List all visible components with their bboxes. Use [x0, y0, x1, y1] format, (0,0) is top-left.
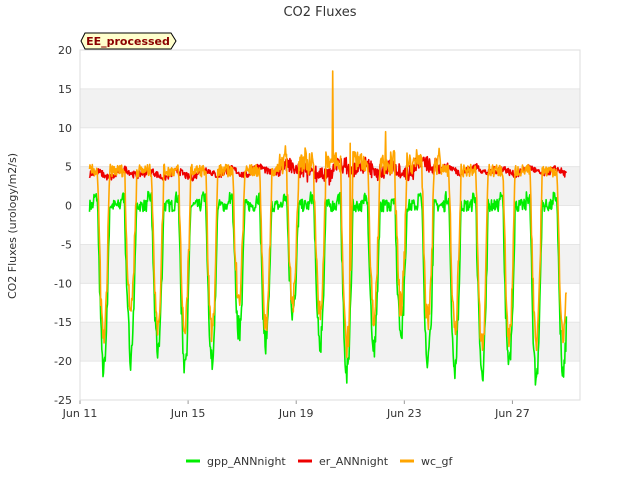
legend-label-wc: wc_gf — [421, 455, 454, 468]
y-tick-label: 10 — [58, 122, 72, 135]
x-tick-label: Jun 15 — [170, 407, 206, 420]
y-tick-label: -10 — [54, 277, 72, 290]
y-tick-label: -5 — [61, 238, 72, 251]
plot-border — [79, 49, 581, 401]
y-tick-label: -25 — [54, 394, 72, 407]
chart-title: CO2 Fluxes — [283, 5, 356, 20]
y-axis-ticks: 20 15 10 5 0 -5 -10 -15 -20 -25 — [54, 44, 72, 407]
grid-band — [80, 322, 580, 361]
legend-item-wc[interactable]: wc_gf — [400, 455, 454, 468]
series-line-wc — [88, 70, 568, 359]
y-tick-label: 0 — [65, 200, 72, 213]
x-tick-label: Jun 27 — [494, 407, 530, 420]
series-line-gpp — [88, 190, 568, 386]
legend: gpp_ANNnight er_ANNnight wc_gf — [186, 455, 454, 468]
x-tick-label: Jun 23 — [386, 407, 422, 420]
x-axis-ticks: Jun 11 Jun 15 Jun 19 Jun 23 Jun 27 — [62, 400, 530, 420]
y-tick-label: 20 — [58, 44, 72, 57]
x-tick-label: Jun 11 — [62, 407, 98, 420]
y-tick-label: 15 — [58, 83, 72, 96]
y-axis-title: CO2 Fluxes (urology/m2/s) — [6, 153, 19, 299]
y-tick-label: -20 — [54, 355, 72, 368]
plot-background — [80, 50, 580, 400]
series-layer — [88, 70, 568, 386]
y-tick-label: 5 — [65, 161, 72, 174]
processing-badge: EE_processed — [80, 32, 177, 50]
legend-item-er[interactable]: er_ANNnight — [298, 455, 389, 468]
legend-item-gpp[interactable]: gpp_ANNnight — [186, 455, 286, 468]
legend-label-er: er_ANNnight — [319, 455, 389, 468]
y-tick-label: -15 — [54, 316, 72, 329]
legend-label-gpp: gpp_ANNnight — [207, 455, 286, 468]
x-tick-label: Jun 19 — [278, 407, 314, 420]
badge-label: EE_processed — [86, 35, 170, 48]
grid-band — [80, 89, 580, 128]
